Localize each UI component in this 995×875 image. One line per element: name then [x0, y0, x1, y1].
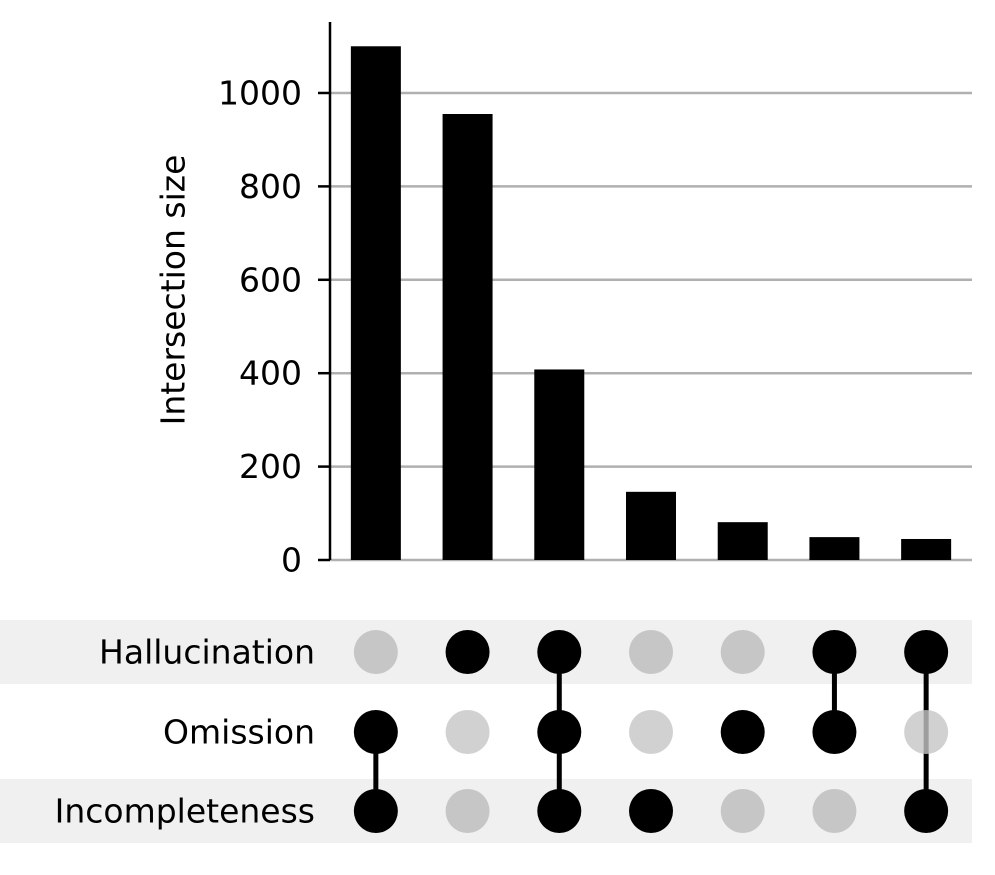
y-tick-label: 200: [239, 447, 302, 486]
member-dot: [812, 710, 857, 754]
set-label: Hallucination: [99, 633, 315, 672]
non-member-dot: [445, 710, 490, 754]
member-dot: [720, 710, 765, 754]
y-tick-label: 1000: [218, 73, 302, 112]
member-dot: [537, 630, 582, 674]
bar: [626, 491, 676, 560]
non-member-dot: [445, 789, 490, 833]
non-member-dot: [353, 630, 398, 674]
member-dot: [537, 789, 582, 833]
bar: [809, 537, 860, 560]
y-axis-label: Intersection size: [154, 155, 193, 426]
bar: [534, 369, 585, 560]
member-dot: [353, 789, 398, 833]
member-dot: [904, 789, 949, 833]
non-member-dot: [904, 710, 949, 754]
bar: [901, 538, 952, 560]
member-dot: [445, 630, 490, 674]
y-tick-label: 0: [281, 541, 302, 580]
non-member-dot: [629, 630, 673, 674]
set-label: Incompleteness: [55, 792, 315, 831]
member-dot: [812, 630, 857, 674]
bar: [442, 114, 493, 560]
non-member-dot: [629, 710, 673, 754]
set-label: Omission: [163, 713, 315, 752]
non-member-dot: [720, 789, 765, 833]
y-tick-label: 800: [239, 167, 302, 206]
y-tick-label: 400: [239, 354, 302, 393]
member-dot: [904, 630, 949, 674]
bar: [350, 46, 401, 560]
non-member-dot: [812, 789, 857, 833]
bar: [717, 522, 768, 560]
member-dot: [353, 710, 398, 754]
member-dot: [629, 789, 673, 833]
non-member-dot: [720, 630, 765, 674]
y-tick-label: 600: [239, 260, 302, 299]
member-dot: [537, 710, 582, 754]
